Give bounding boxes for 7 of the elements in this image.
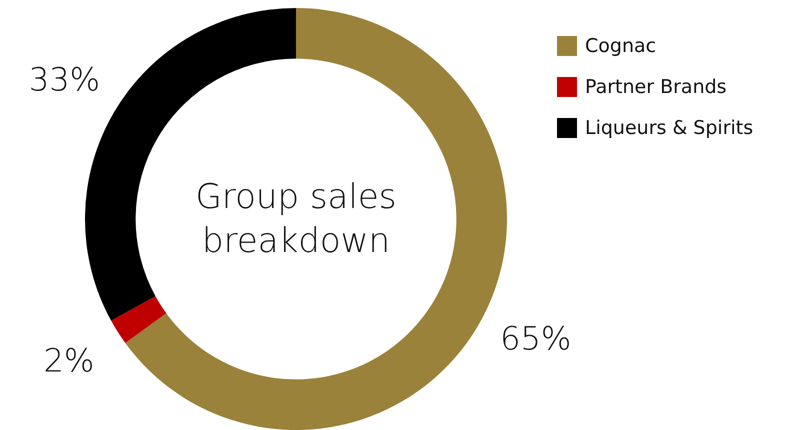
legend-label: Cognac: [585, 35, 656, 57]
data-label: 33%: [28, 60, 100, 98]
data-label: 65%: [500, 319, 572, 358]
legend-label: Liqueurs & Spirits: [585, 117, 754, 139]
data-label: 2%: [43, 341, 94, 380]
text: Group sales breakdown: [194, 176, 398, 263]
legend-label: Partner Brands: [585, 76, 727, 98]
